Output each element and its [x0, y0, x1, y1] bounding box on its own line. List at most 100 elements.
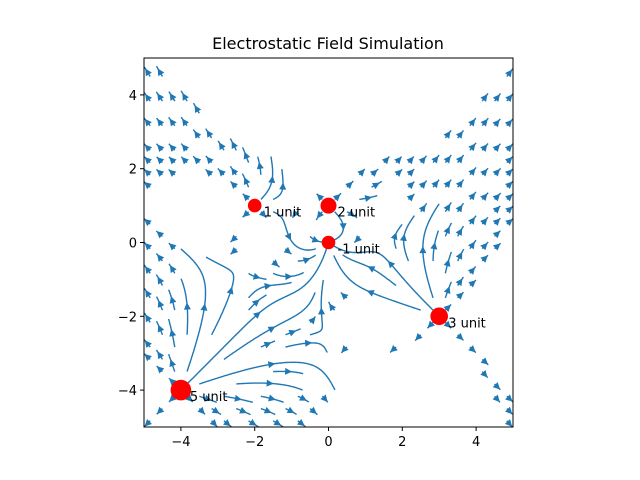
y-tick-label: 4: [129, 89, 137, 104]
charge-marker: [430, 307, 449, 326]
streamline-arrow: [218, 142, 226, 151]
streamline-arrow: [169, 156, 177, 165]
streamline-arrow: [431, 155, 439, 164]
streamline-arrow: [145, 314, 152, 323]
streamline-arrow: [504, 119, 513, 128]
streamline-arrow: [279, 182, 287, 190]
streamline-arrow: [316, 193, 325, 202]
streamline-arrow: [230, 246, 239, 255]
streamline-arrow: [286, 406, 295, 414]
streamline-arrow: [157, 276, 165, 285]
streamline-arrow: [285, 273, 293, 281]
streamline-arrow: [144, 144, 153, 152]
streamline-arrow: [253, 311, 261, 319]
streamline-arrow: [283, 246, 292, 255]
y-tick-label: 0: [129, 237, 137, 252]
streamline-arrow: [492, 206, 501, 214]
streamline-arrow: [200, 303, 208, 311]
streamline-arrow: [299, 394, 307, 401]
streamline-arrow: [492, 94, 500, 102]
charge-label: 1 unit: [264, 206, 302, 221]
streamline-arrow: [203, 394, 212, 402]
streamline-arrow: [194, 130, 202, 139]
charges: 1 unit 2 unit -1 unit 3 unit 5 unit: [170, 197, 486, 405]
streamline-arrow: [443, 259, 451, 267]
x-tick-label: 4: [472, 435, 480, 450]
streamline-arrow: [145, 93, 153, 102]
streamline-arrow: [243, 177, 251, 185]
streamline: [223, 292, 316, 360]
streamline-arrow: [182, 118, 189, 127]
streamline-arrow: [156, 406, 165, 415]
streamline-arrow: [145, 289, 152, 298]
streamline-arrow: [504, 144, 513, 152]
streamline-arrow: [443, 131, 451, 139]
streamline-arrow: [394, 156, 402, 165]
streamline-arrow: [144, 419, 152, 427]
streamline-arrow: [157, 93, 165, 101]
streamline-arrow: [168, 243, 177, 251]
streamline-arrow: [418, 181, 427, 189]
streamline: [422, 203, 440, 299]
streamline-arrow: [468, 217, 476, 225]
streamline-arrow: [492, 382, 501, 390]
streamline-arrow: [273, 419, 282, 426]
streamline-arrow: [234, 394, 242, 402]
streamline-arrow: [271, 259, 279, 267]
streamline-arrow: [505, 194, 513, 202]
streamline-arrow: [480, 218, 488, 226]
streamline-arrow: [267, 326, 276, 333]
streamline-arrow: [430, 242, 438, 250]
streamline-arrow: [156, 169, 165, 177]
streamline-arrow: [311, 235, 320, 243]
streamline-arrow: [304, 339, 313, 347]
streamline-arrow: [341, 345, 349, 353]
streamline-arrow: [468, 192, 476, 201]
streamline-arrow: [145, 266, 153, 274]
streamline-arrow: [357, 169, 365, 177]
streamline-arrow: [230, 234, 239, 242]
streamline-arrow: [169, 93, 177, 101]
streamline-arrow: [492, 218, 501, 226]
streamline-arrow: [318, 307, 326, 315]
streamline-arrow: [157, 324, 165, 333]
streamline-arrow: [206, 156, 214, 165]
streamline-arrow: [505, 69, 513, 78]
streamline-arrow: [144, 181, 152, 190]
streamline-arrow: [504, 406, 513, 415]
streamline-arrow: [329, 303, 336, 312]
streamline-arrow: [144, 169, 152, 177]
streamline-arrow: [197, 406, 205, 415]
x-axis: −4 −2 0 2 4: [171, 427, 480, 450]
streamline-arrow: [183, 302, 191, 310]
streamline-arrow: [492, 144, 500, 152]
streamline-arrow: [492, 119, 500, 128]
streamline-arrow: [468, 143, 476, 152]
streamline-arrow: [157, 254, 165, 262]
streamline-arrow: [226, 286, 234, 295]
streamline-arrow: [169, 144, 177, 152]
streamline: [272, 169, 284, 201]
y-axis: −4 −2 0 2 4: [118, 89, 144, 399]
streamline-arrow: [443, 226, 450, 235]
streamline-arrow: [399, 233, 407, 242]
streamline-arrow: [443, 286, 451, 295]
streamline-arrow: [243, 151, 251, 160]
streamline-arrow: [347, 209, 356, 217]
streamline-arrow: [284, 232, 291, 241]
streamline-arrow: [182, 92, 189, 101]
charge-marker: [320, 197, 337, 214]
streamline-arrow: [144, 118, 152, 127]
streamline-arrow: [268, 175, 276, 184]
streamline-arrow: [455, 332, 464, 341]
streamline-arrow: [308, 316, 316, 325]
streamline-arrow: [455, 278, 463, 287]
streamline-arrow: [406, 194, 415, 202]
streamline-arrow: [480, 242, 488, 251]
streamline-arrow: [480, 369, 488, 378]
charge-label: 5 unit: [190, 390, 228, 405]
charge-label: -1 unit: [338, 243, 380, 258]
streamline-arrow: [504, 156, 513, 165]
streamline-arrow: [209, 419, 218, 427]
